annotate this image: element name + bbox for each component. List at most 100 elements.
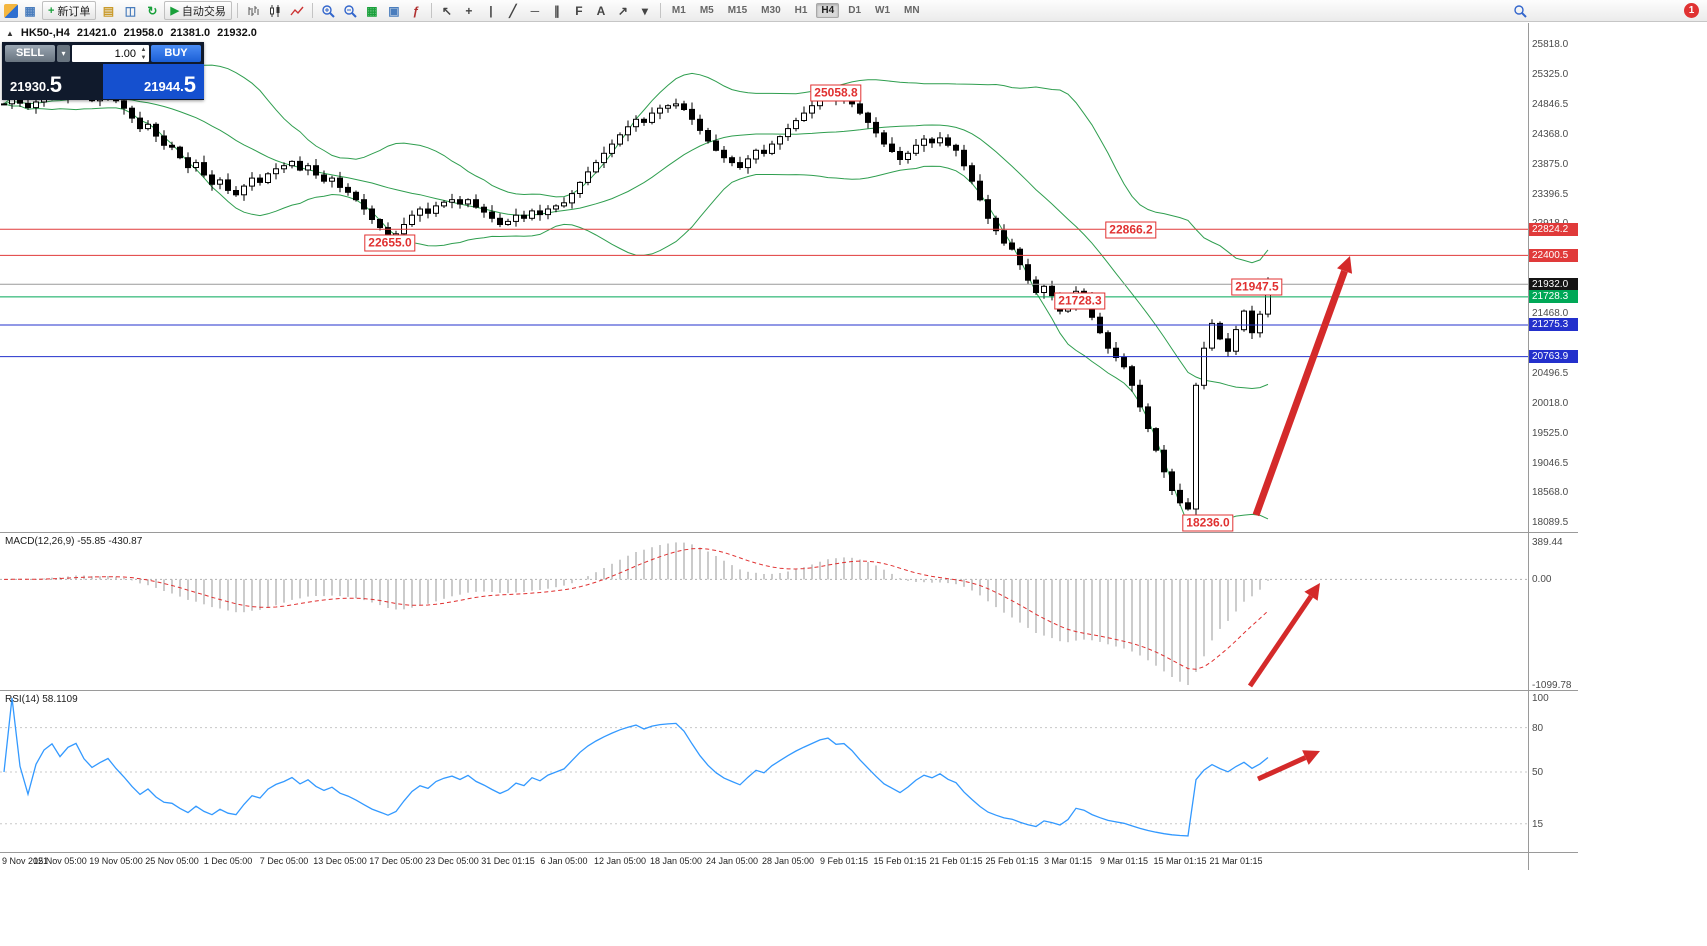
timeframe-M5[interactable]: M5 [699,5,714,16]
cascade-windows-icon[interactable]: ▣ [388,3,400,18]
arrow-object-icon[interactable]: ↗ [617,3,628,18]
bar-chart-type-icon[interactable] [243,2,263,20]
timeframe-MN[interactable]: MN [904,5,920,16]
pane-separator[interactable] [0,690,1578,691]
price-axis-label: 19046.5 [1532,457,1569,469]
shapes-dropdown-icon[interactable]: ▾ [641,3,648,18]
timeframe-H4[interactable]: H4 [816,3,840,18]
crosshair-icon[interactable]: + [465,3,473,18]
timeframe-M1[interactable]: M1 [671,5,686,16]
timeframe-M30[interactable]: M30 [761,5,781,16]
toolbox-icon[interactable]: ▤ [102,3,115,18]
pane-separator[interactable] [0,532,1578,533]
cursor-icon[interactable]: ↖ [441,3,452,18]
price-axis-tag: 22400.5 [1529,248,1578,262]
vertical-line-icon[interactable]: | [489,3,493,18]
volume-stepper[interactable]: ▲ ▼ [140,46,147,61]
macd-title: MACD(12,26,9) -55.85 -430.87 [5,536,143,547]
volume-input[interactable] [72,47,138,60]
price-axis-tag: 22824.2 [1529,222,1578,236]
price-axis-label: 21468.0 [1532,308,1569,320]
new-order-button-icon: + [48,4,55,17]
horizontal-level-lines[interactable] [0,228,1528,358]
text-label-icon[interactable]: A [596,3,606,18]
macd-signal-line [3,547,1269,670]
macd-canvas[interactable] [0,533,1528,690]
time-axis-label: 13 Dec 05:00 [313,856,367,866]
price-axis-label: 24846.5 [1532,99,1569,111]
buy-price[interactable]: 21944. 5 [103,64,204,99]
horizontal-line-icon[interactable]: ─ [530,3,540,18]
new-order-button-label: 新订单 [57,5,91,18]
buy-button[interactable]: BUY [151,45,201,62]
indicators-icon[interactable]: ƒ [412,3,420,18]
price-axis-tag: 21932.0 [1529,277,1578,291]
autotrading-button[interactable]: ▶ 自动交易 [164,1,232,20]
price-axis-tag: 21728.3 [1529,290,1578,304]
toolbar-separator [659,3,661,18]
fibonacci-icon[interactable]: F [575,3,583,18]
candlestick-series [1,83,1271,515]
ohlc-high: 21958.0 [123,27,164,39]
refresh-icon[interactable]: ↻ [147,3,158,18]
symbol-expand-icon[interactable]: ▲ [6,28,14,38]
ohlc-low: 21381.0 [170,27,211,39]
mt-logo-icon[interactable] [4,3,18,18]
rsi-indicator-pane[interactable]: RSI(14) 58.1109 100 80 50 15 [0,691,1578,852]
time-axis[interactable]: 9 Nov 2021 15 Nov 05:00 19 Nov 05:00 25 Nov… [0,853,1578,871]
time-axis-label: 25 Feb 01:15 [985,856,1039,866]
price-axis-label: 18568.0 [1532,487,1569,499]
time-axis-label: 9 Mar 01:15 [1099,856,1149,866]
price-annotation-label: 25058.8 [810,84,862,102]
trend-arrow[interactable] [1256,750,1320,782]
time-axis-label: 6 Jan 05:00 [540,856,588,866]
time-axis-label: 25 Nov 05:00 [145,856,199,866]
candlestick-chart-type-icon[interactable] [265,2,285,20]
tile-windows-icon[interactable]: ▦ [366,3,378,18]
zoom-in-icon[interactable] [318,2,338,20]
order-type-dropdown-icon[interactable]: ▾ [57,45,70,62]
price-annotation-label: 21728.3 [1054,292,1106,310]
time-axis-label: 19 Nov 05:00 [89,856,143,866]
macd-indicator-pane[interactable]: MACD(12,26,9) -55.85 -430.87 389.44 0.00 -… [0,533,1578,691]
timeframe-D1[interactable]: D1 [848,5,862,16]
time-axis-label: 9 Feb 01:15 [819,856,869,866]
chart-window-icon[interactable]: ▦ [24,3,36,18]
macd-axis-label: 389.44 [1532,537,1563,548]
rsi-canvas[interactable] [0,691,1528,852]
sell-button[interactable]: SELL [5,45,55,62]
trend-arrow[interactable] [1252,256,1353,517]
equidistant-channel-icon[interactable]: ∥ [553,3,560,18]
sell-price[interactable]: 21930. 5 [2,64,103,99]
price-axis-line [1528,23,1529,870]
time-axis-label: 17 Dec 05:00 [369,856,423,866]
price-axis-label: 23875.0 [1532,159,1569,171]
price-chart-canvas[interactable] [0,23,1528,531]
timeframe-M15[interactable]: M15 [727,5,748,16]
line-chart-type-icon[interactable] [287,2,307,20]
autotrading-button-label: 自动交易 [181,5,226,18]
time-axis-label: 15 Mar 01:15 [1153,856,1207,866]
time-axis-label: 28 Jan 05:00 [761,856,815,866]
rsi-axis-label: 80 [1532,722,1544,734]
toolbar: ▦ + 新订单 ▤ ◫ ↻ ▶ 自动交易 ▦ ▣ ƒ ↖ + | ╱ ─ ∥ F A ↗ ▾ M1 M5 M15 M30 H1 H4… [0,0,1707,22]
notification-badge[interactable]: 1 [1684,3,1699,18]
timeframe-W1[interactable]: W1 [875,5,891,16]
new-order-button[interactable]: + 新订单 [42,1,97,20]
price-axis-label: 20018.0 [1532,397,1569,409]
buy-price-big: 5 [183,72,196,97]
pane-separator [0,852,1578,853]
zoom-out-icon[interactable] [340,2,360,20]
sell-price-big: 5 [49,72,63,97]
price-axis-label: 23396.5 [1532,188,1569,200]
trendline-icon[interactable]: ╱ [509,3,517,18]
trend-arrow[interactable] [1247,583,1320,688]
time-axis-label: 18 Jan 05:00 [649,856,703,866]
one-click-trading-widget: SELL ▾ ▲▼ BUY 21930. 5 21944. 5 [2,42,204,100]
timeframe-H1[interactable]: H1 [794,5,808,16]
rsi-axis-label: 15 [1532,818,1544,830]
market-watch-icon[interactable]: ◫ [124,3,137,18]
price-chart-pane[interactable]: ▲ HK50-,H4 21421.0 21958.0 21381.0 21932… [0,23,1578,532]
time-axis-label: 24 Jan 05:00 [705,856,759,866]
search-icon[interactable] [1510,2,1530,20]
